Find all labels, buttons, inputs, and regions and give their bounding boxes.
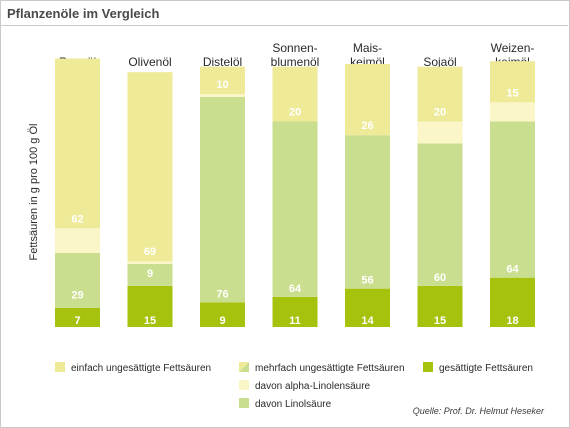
data-label-saturated: 14: [361, 315, 374, 327]
category-label: Mais-: [353, 41, 382, 55]
bar-monounsaturated: [417, 66, 463, 122]
bar-alpha-linolenic: [127, 261, 173, 264]
data-label-monounsaturated: 20: [289, 107, 301, 119]
data-label-saturated: 15: [144, 315, 156, 327]
data-label-polyunsaturated: 56: [361, 275, 373, 287]
bar-linoleic: [200, 96, 245, 303]
bar-saturated: [55, 307, 100, 327]
data-label-monounsaturated: 15: [506, 87, 518, 99]
bar-monounsaturated: [490, 61, 535, 103]
bar-monounsaturated: [345, 63, 390, 136]
bar-linoleic: [272, 121, 318, 297]
category-label: Weizen-: [491, 41, 535, 55]
bar-monounsaturated: [55, 58, 100, 229]
bar-linoleic: [345, 135, 390, 289]
bar-alpha-linolenic: [55, 228, 100, 254]
chart-title: Pflanzenöle im Vergleich: [7, 6, 160, 21]
bar-saturated: [490, 277, 535, 327]
data-label-polyunsaturated: 64: [289, 283, 302, 295]
data-label-polyunsaturated: 60: [434, 272, 446, 284]
data-label-polyunsaturated: 9: [147, 268, 153, 280]
y-axis-label: Fettsäuren in g pro 100 g Öl: [28, 124, 40, 261]
bar-saturated: [345, 288, 390, 327]
category-label: Sojaöl: [423, 55, 456, 69]
source-note: Quelle: Prof. Dr. Helmut Heseker: [412, 406, 544, 416]
data-label-monounsaturated: 10: [216, 79, 228, 91]
bar-monounsaturated: [200, 66, 245, 95]
data-label-saturated: 15: [434, 315, 446, 327]
legend-label: davon Linolsäure: [255, 399, 332, 410]
data-label-saturated: 11: [289, 315, 301, 327]
title-divider: [0, 25, 568, 26]
bar-saturated: [200, 302, 245, 327]
legend-swatch-poly-upper: [239, 362, 249, 372]
bar-alpha-linolenic: [490, 102, 535, 122]
legend-swatch-mono: [55, 362, 65, 372]
bar-linoleic: [127, 263, 173, 286]
bar-monounsaturated: [127, 72, 173, 262]
data-label-saturated: 7: [74, 315, 80, 327]
legend-swatch-sat: [423, 362, 433, 372]
category-label: blumenöl: [271, 55, 320, 69]
legend-swatch-linol: [239, 398, 249, 408]
data-label-saturated: 18: [506, 315, 518, 327]
legend-label: davon alpha-Linolensäure: [255, 381, 371, 392]
legend-label: gesättigte Fettsäuren: [439, 363, 533, 374]
data-label-monounsaturated: 62: [71, 213, 83, 225]
data-label-polyunsaturated: 64: [506, 264, 519, 276]
bar-linoleic: [490, 121, 535, 278]
category-label: Sonnen-: [272, 41, 317, 55]
data-label-saturated: 9: [219, 315, 225, 327]
bar-monounsaturated: [272, 66, 318, 122]
bar-linoleic: [55, 253, 100, 308]
bar-saturated: [272, 296, 318, 327]
bar-linoleic: [417, 143, 463, 286]
bar-saturated: [417, 285, 463, 327]
legend-label: mehrfach ungesättigte Fettsäuren: [255, 363, 405, 374]
data-label-polyunsaturated: 76: [216, 288, 228, 300]
category-label: Distelöl: [203, 55, 242, 69]
data-label-polyunsaturated: 29: [71, 290, 83, 302]
bar-saturated: [127, 285, 173, 327]
legend-swatch-alpha: [239, 380, 249, 390]
bar-alpha-linolenic: [417, 121, 463, 144]
legend-label: einfach ungesättigte Fettsäuren: [71, 363, 211, 374]
data-label-monounsaturated: 20: [434, 107, 446, 119]
data-label-monounsaturated: 69: [144, 246, 156, 258]
bar-alpha-linolenic: [200, 94, 245, 97]
category-label: Olivenöl: [128, 55, 171, 69]
data-label-monounsaturated: 26: [361, 120, 373, 132]
